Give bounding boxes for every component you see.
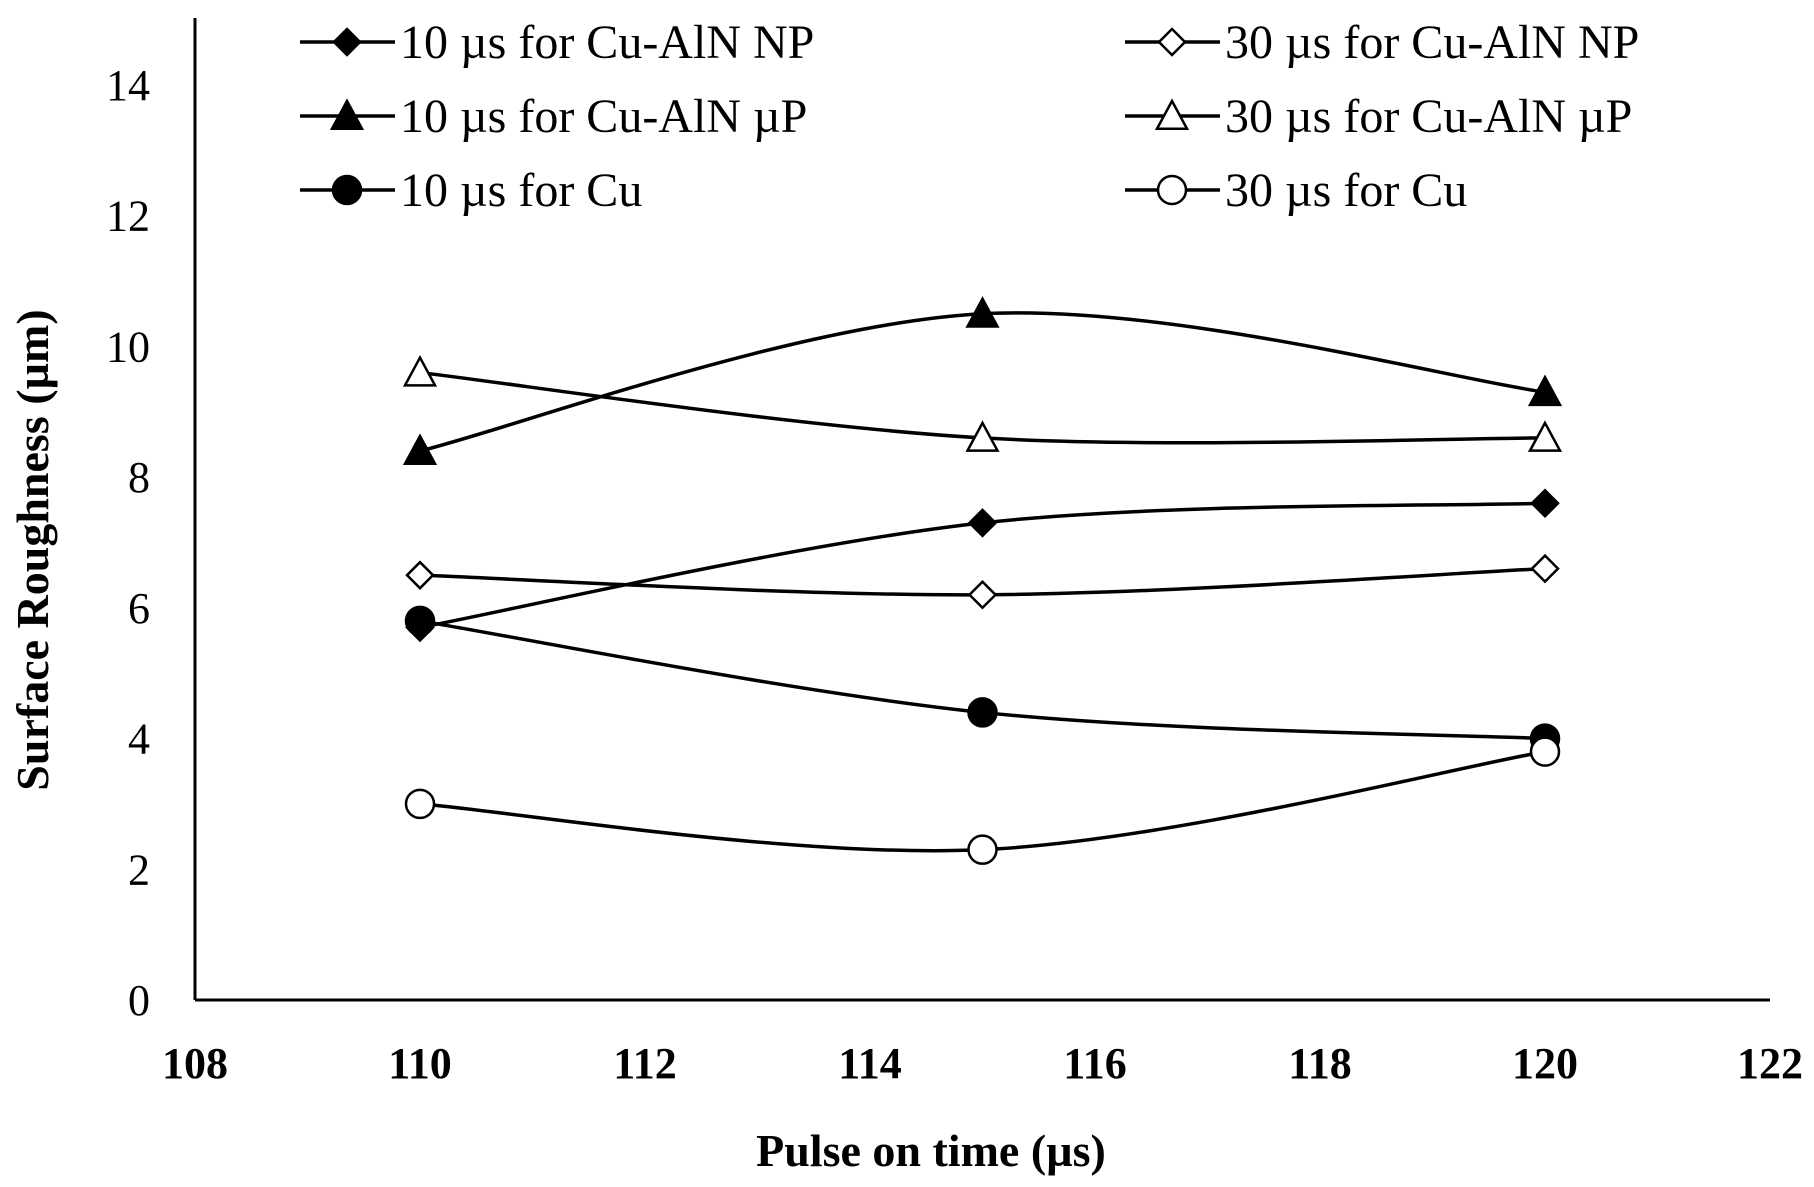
legend-marker-circle [331,174,363,206]
data-point-triangle [965,296,1000,328]
x-tick-label: 112 [613,1039,677,1088]
y-tick-label: 12 [106,192,150,241]
y-tick-label: 6 [128,584,150,633]
data-point-diamond [1530,488,1560,519]
legend-marker-triangle [329,98,365,130]
legend-item: 30 µs for Cu [1125,164,1467,217]
legend-marker-diamond [1157,27,1187,57]
legend-label: 10 µs for Cu [400,164,642,217]
series-1 [405,488,1560,643]
x-tick-labels: 108 110 112 114 116 118 120 122 [162,1039,1803,1088]
legend: 10 µs for Cu-AlN NP 30 µs for Cu-AlN NP 10… [300,16,1639,217]
x-axis-title: Pulse on time (µs) [756,1125,1106,1176]
data-point-triangle [1527,374,1563,407]
legend-label: 10 µs for Cu-AlN NP [400,16,814,69]
y-tick-label: 8 [128,453,150,502]
series-layer [402,296,1563,865]
data-point-circle [404,788,436,820]
series-6 [404,736,1561,865]
legend-label: 30 µs for Cu-AlN µP [1225,90,1632,143]
data-point-triangle [402,354,438,387]
data-point-circle [967,697,998,728]
legend-item: 10 µs for Cu-AlN µP [300,90,807,143]
data-point-circle [1529,736,1561,767]
legend-marker-circle [1156,174,1188,206]
data-point-diamond [405,560,435,590]
x-tick-label: 110 [388,1039,452,1088]
data-point-circle [404,605,436,637]
y-tick-label: 0 [128,976,150,1025]
y-tick-label: 10 [106,322,150,371]
series-2 [405,553,1560,610]
y-tick-label: 14 [106,61,150,110]
legend-item: 10 µs for Cu-AlN NP [300,16,814,69]
data-point-diamond [967,508,998,538]
legend-label: 10 µs for Cu-AlN µP [400,90,807,143]
x-tick-label: 114 [838,1039,902,1088]
data-point-diamond [1530,553,1560,584]
legend-marker-triangle [1154,98,1190,130]
data-point-triangle [1527,420,1563,452]
y-tick-label: 2 [128,845,150,894]
series-4 [402,354,1563,452]
x-tick-label: 116 [1063,1039,1127,1088]
legend-item: 10 µs for Cu [300,164,642,217]
legend-item: 30 µs for Cu-AlN µP [1125,90,1632,143]
y-axis-title: Surface Roughness (µm) [7,309,58,790]
data-point-diamond [967,580,998,610]
y-tick-labels: 0 2 4 6 8 10 12 14 [106,61,150,1025]
x-tick-label: 108 [162,1039,228,1088]
data-point-triangle [965,420,1000,452]
x-tick-label: 120 [1512,1039,1578,1088]
x-tick-label: 122 [1737,1039,1803,1088]
data-point-triangle [402,433,438,465]
x-tick-label: 118 [1288,1039,1352,1088]
data-point-circle [967,834,998,865]
legend-item: 30 µs for Cu-AlN NP [1125,16,1639,69]
series-5 [404,605,1561,754]
legend-label: 30 µs for Cu [1225,164,1467,217]
y-tick-label: 4 [128,715,150,764]
series-3 [402,296,1563,465]
axes [193,18,1770,1002]
legend-label: 30 µs for Cu-AlN NP [1225,16,1639,69]
legend-marker-diamond [332,27,362,57]
